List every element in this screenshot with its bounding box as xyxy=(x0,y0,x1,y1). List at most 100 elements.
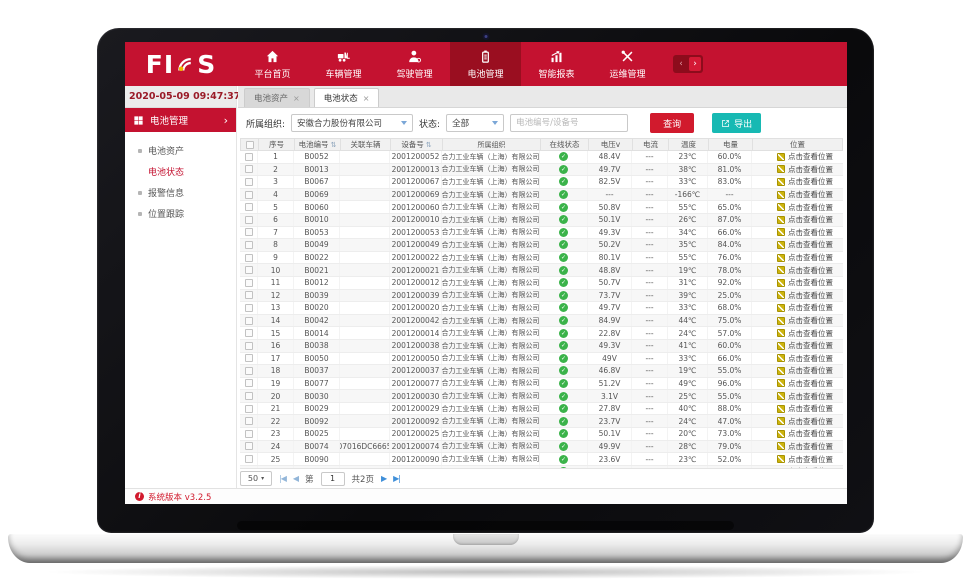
sidebar-menu-item[interactable]: 电池状态 xyxy=(148,168,185,178)
row-checkbox[interactable] xyxy=(244,316,253,325)
view-location-link[interactable]: 点击查看位置 xyxy=(788,366,833,376)
row-checkbox[interactable] xyxy=(244,278,253,287)
table-row[interactable]: 13 B0020 2001200020 合力工业车辆（上海）有限公司 ✓ 49.… xyxy=(240,302,843,315)
table-row[interactable]: 5 B0060 2001200060 合力工业车辆（上海）有限公司 ✓ 50.8… xyxy=(240,201,843,214)
view-location-link[interactable]: 点击查看位置 xyxy=(788,341,833,351)
export-button[interactable]: 导出 xyxy=(712,113,762,133)
view-location-link[interactable]: 点击查看位置 xyxy=(788,290,833,300)
view-location-link[interactable]: 点击查看位置 xyxy=(788,328,833,338)
table-row[interactable]: 1 B0052 2001200052 合力工业车辆（上海）有限公司 ✓ 48.4… xyxy=(240,151,843,164)
view-location-link[interactable]: 点击查看位置 xyxy=(788,378,833,388)
nav-scroll-left-icon[interactable]: ‹ xyxy=(679,59,683,69)
table-row[interactable]: 22 B0092 2001200092 合力工业车辆（上海）有限公司 ✓ 23.… xyxy=(240,415,843,429)
select-all-checkbox[interactable] xyxy=(245,140,254,149)
nav-menu-item[interactable]: 驾驶管理 xyxy=(379,42,450,86)
nav-menu-item[interactable]: 智能报表 xyxy=(521,42,592,86)
row-checkbox[interactable] xyxy=(244,404,253,413)
prev-page-icon[interactable]: ◀ xyxy=(292,474,299,483)
table-row[interactable]: 8 B0049 2001200049 合力工业车辆（上海）有限公司 ✓ 50.2… xyxy=(240,239,843,252)
row-checkbox[interactable] xyxy=(244,455,253,464)
view-location-link[interactable]: 点击查看位置 xyxy=(788,177,833,187)
row-checkbox[interactable] xyxy=(244,165,253,174)
table-row[interactable]: 6 B0010 2001200010 合力工业车辆（上海）有限公司 ✓ 50.1… xyxy=(240,213,843,227)
view-location-link[interactable]: 点击查看位置 xyxy=(788,190,833,200)
row-checkbox[interactable] xyxy=(244,417,253,426)
table-row[interactable]: 17 B0050 2001200050 合力工业车辆（上海）有限公司 ✓ 49V… xyxy=(240,352,843,366)
tab-close-icon[interactable]: × xyxy=(362,93,370,103)
view-location-link[interactable]: 点击查看位置 xyxy=(788,441,833,451)
table-row[interactable]: 9 B0022 2001200022 合力工业车辆（上海）有限公司 ✓ 80.1… xyxy=(240,251,843,265)
view-location-link[interactable]: 点击查看位置 xyxy=(788,152,833,162)
row-checkbox[interactable] xyxy=(244,442,253,451)
table-row[interactable]: 2 B0013 2001200013 合力工业车辆（上海）有限公司 ✓ 49.7… xyxy=(240,163,843,177)
nav-menu-item[interactable]: 运维管理 xyxy=(592,42,663,86)
table-row[interactable]: 16 B0038 2001200038 合力工业车辆（上海）有限公司 ✓ 49.… xyxy=(240,339,843,353)
query-button[interactable]: 查询 xyxy=(650,113,695,133)
org-select[interactable]: 安徽合力股份有限公司 xyxy=(291,114,414,132)
nav-menu-item[interactable]: 车辆管理 xyxy=(308,42,379,86)
content-tab[interactable]: 电池状态 × xyxy=(313,88,380,107)
view-location-link[interactable]: 点击查看位置 xyxy=(788,316,833,326)
row-checkbox[interactable] xyxy=(244,190,253,199)
row-checkbox[interactable] xyxy=(244,177,253,186)
sidebar-menu-item[interactable]: 电池资产 xyxy=(125,140,236,161)
row-checkbox[interactable] xyxy=(244,203,253,212)
view-location-link[interactable]: 点击查看位置 xyxy=(788,227,833,237)
table-row[interactable]: 23 B0025 2001200025 合力工业车辆（上海）有限公司 ✓ 50.… xyxy=(240,428,843,441)
row-checkbox[interactable] xyxy=(244,215,253,224)
view-location-link[interactable]: 点击查看位置 xyxy=(788,353,833,363)
row-checkbox[interactable] xyxy=(244,366,253,375)
view-location-link[interactable]: 点击查看位置 xyxy=(788,253,833,263)
view-location-link[interactable]: 点击查看位置 xyxy=(788,265,833,275)
page-number-input[interactable] xyxy=(320,471,345,486)
view-location-link[interactable]: 点击查看位置 xyxy=(788,303,833,313)
table-row[interactable]: 20 B0030 2001200030 合力工业车辆（上海）有限公司 ✓ 3.1… xyxy=(240,390,843,403)
table-row[interactable]: 21 B0029 2001200029 合力工业车辆（上海）有限公司 ✓ 27.… xyxy=(240,402,843,416)
nav-scroll-right-icon[interactable]: › xyxy=(689,57,701,71)
tab-close-icon[interactable]: × xyxy=(293,93,300,103)
row-checkbox[interactable] xyxy=(244,266,253,275)
row-checkbox[interactable] xyxy=(244,228,253,237)
sidebar-menu-item[interactable]: 报警信息 xyxy=(125,182,236,203)
table-row[interactable]: 15 B0014 2001200014 合力工业车辆（上海）有限公司 ✓ 22.… xyxy=(240,327,843,340)
status-select[interactable]: 全部 xyxy=(446,114,505,132)
view-location-link[interactable]: 点击查看位置 xyxy=(788,202,833,212)
content-tab[interactable]: 电池资产 × xyxy=(244,88,310,107)
row-checkbox[interactable] xyxy=(244,329,253,338)
table-row[interactable]: 14 B0042 2001200042 合力工业车辆（上海）有限公司 ✓ 84.… xyxy=(240,314,843,328)
view-location-link[interactable]: 点击查看位置 xyxy=(788,164,833,174)
next-page-icon[interactable]: ▶ xyxy=(380,474,387,483)
nav-menu-item[interactable]: 电池管理 xyxy=(450,42,521,86)
view-location-link[interactable]: 点击查看位置 xyxy=(788,404,833,414)
row-checkbox[interactable] xyxy=(244,379,253,388)
row-checkbox[interactable] xyxy=(244,429,253,438)
row-checkbox[interactable] xyxy=(244,291,253,300)
view-location-link[interactable]: 点击查看位置 xyxy=(788,240,833,250)
view-location-link[interactable]: 点击查看位置 xyxy=(788,429,833,439)
row-checkbox[interactable] xyxy=(244,341,253,350)
nav-menu-item[interactable]: 平台首页 xyxy=(237,42,308,86)
view-location-link[interactable]: 点击查看位置 xyxy=(788,466,833,468)
table-row[interactable]: 4 B0069 2001200069 合力工业车辆（上海）有限公司 ✓ --- … xyxy=(240,188,843,202)
row-checkbox[interactable] xyxy=(244,303,253,312)
table-row[interactable]: 11 B0012 2001200012 合力工业车辆（上海）有限公司 ✓ 50.… xyxy=(240,276,843,290)
row-checkbox[interactable] xyxy=(244,354,253,363)
table-row[interactable]: 12 B0039 2001200039 合力工业车辆（上海）有限公司 ✓ 73.… xyxy=(240,289,843,303)
view-location-link[interactable]: 点击查看位置 xyxy=(788,391,833,401)
view-location-link[interactable]: 点击查看位置 xyxy=(788,454,833,464)
table-row[interactable]: 7 B0053 2001200053 合力工业车辆（上海）有限公司 ✓ 49.3… xyxy=(240,226,843,240)
view-location-link[interactable]: 点击查看位置 xyxy=(788,215,833,225)
last-page-icon[interactable]: ▶| xyxy=(393,474,401,483)
row-checkbox[interactable] xyxy=(244,240,253,249)
first-page-icon[interactable]: |◀ xyxy=(279,474,287,483)
table-row[interactable]: 25 B0090 2001200090 合力工业车辆（上海）有限公司 ✓ 23.… xyxy=(240,453,843,466)
view-location-link[interactable]: 点击查看位置 xyxy=(788,416,833,426)
row-checkbox[interactable] xyxy=(244,152,253,161)
table-row[interactable]: 24 B0074 07016DC6665 2001200074 合力工业车辆（上… xyxy=(240,440,843,454)
sidebar-menu-item[interactable]: 位置跟踪 xyxy=(125,203,236,224)
page-size-select[interactable]: 50 ▾ xyxy=(240,471,272,486)
row-checkbox[interactable] xyxy=(244,253,253,262)
col-device-no[interactable]: 设备号 ⇅ xyxy=(391,139,443,150)
table-row[interactable]: 18 B0037 2001200037 合力工业车辆（上海）有限公司 ✓ 46.… xyxy=(240,365,843,378)
view-location-link[interactable]: 点击查看位置 xyxy=(788,278,833,288)
